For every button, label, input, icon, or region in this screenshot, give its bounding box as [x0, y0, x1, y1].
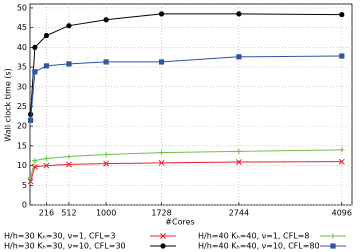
point: [66, 153, 72, 160]
legend-label: H/h=40 Kₕ=40, ν=10, CFL=80: [198, 242, 320, 251]
series-line: [30, 13, 342, 115]
y-tick-label: 35: [17, 63, 27, 72]
point: [235, 159, 242, 165]
plot-frame: [29, 3, 353, 206]
y-tick-label: 5: [22, 181, 27, 190]
legend-marker: [330, 243, 336, 249]
series-line: [30, 55, 342, 121]
point: [236, 11, 242, 17]
y-tick-label: 30: [17, 82, 27, 91]
point: [43, 155, 50, 162]
legend-marker: [160, 233, 166, 239]
x-axis-label: #Cores: [165, 218, 194, 227]
point: [158, 59, 165, 65]
y-tick-label: 40: [17, 43, 27, 52]
point: [32, 69, 38, 75]
point: [27, 178, 34, 185]
point: [158, 11, 165, 17]
point: [32, 44, 38, 50]
point: [43, 63, 50, 69]
x-tick-label: 512: [61, 209, 76, 218]
legend-label: H/h=30 Kₕ=30, ν=10, CFL=30: [4, 242, 126, 251]
series-line: [30, 161, 342, 182]
y-tick-label: 15: [17, 141, 27, 150]
point: [103, 151, 109, 158]
point: [158, 149, 165, 156]
point: [66, 23, 72, 29]
y-tick-label: 45: [17, 23, 27, 32]
x-tick-label: 2744: [229, 209, 249, 218]
point: [103, 17, 109, 23]
point: [103, 160, 110, 167]
point: [158, 159, 165, 166]
y-axis-label: Wall clock time (s): [4, 68, 13, 141]
point: [339, 147, 345, 153]
x-tick-label: 1000: [96, 209, 116, 218]
x-tick-label: 1728: [151, 209, 171, 218]
point: [43, 162, 50, 169]
point: [43, 32, 50, 39]
point: [236, 148, 242, 154]
y-tick-label: 25: [17, 102, 27, 111]
point: [66, 61, 72, 67]
point: [28, 117, 34, 123]
point: [66, 161, 72, 168]
point: [28, 111, 34, 117]
legend-label: H/h=30 Kₕ=30, ν=1, CFL=3: [4, 232, 115, 241]
point: [338, 158, 345, 165]
series-line: [30, 149, 342, 178]
point: [339, 12, 345, 18]
point: [339, 53, 345, 59]
y-tick-label: 20: [17, 122, 27, 131]
x-tick-label: 216: [39, 209, 54, 218]
y-tick-label: 0: [22, 201, 27, 210]
point: [32, 157, 38, 164]
y-tick-label: 10: [17, 161, 27, 170]
x-tick-label: 4096: [332, 209, 352, 218]
y-tick-label: 50: [17, 3, 27, 12]
point: [28, 174, 34, 181]
point: [236, 54, 242, 60]
legend-marker: [160, 243, 166, 249]
point: [103, 59, 109, 65]
legend-label: H/h=40 Kₕ=40, ν=1, CFL=8: [198, 232, 309, 241]
legend-marker: [330, 233, 336, 239]
